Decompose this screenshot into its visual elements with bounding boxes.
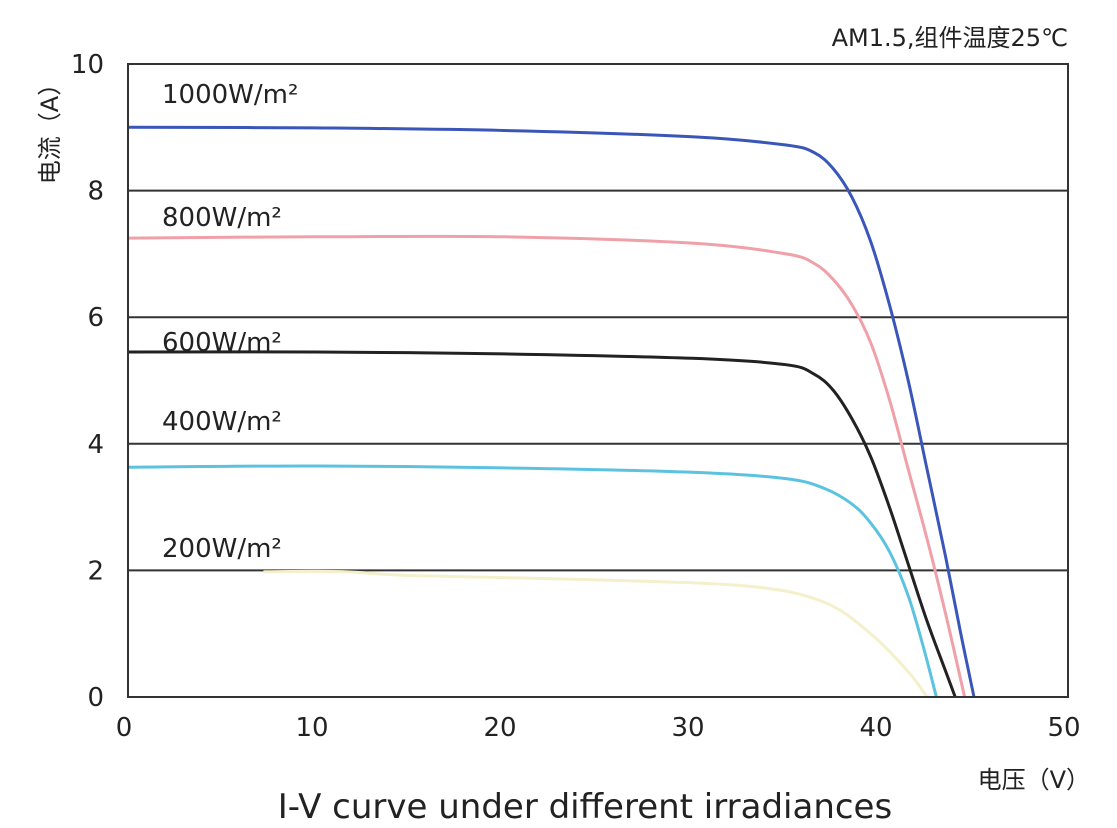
y-tick-label: 0 — [87, 683, 104, 713]
condition-annotation: AM1.5,组件温度25℃ — [832, 24, 1068, 52]
series-layer — [127, 125, 976, 698]
x-tick-label: 20 — [483, 713, 516, 743]
series-line — [127, 464, 938, 698]
series-label: 800W/m² — [162, 203, 282, 233]
y-tick-label: 6 — [87, 303, 104, 333]
label-layer: 1000W/m² 800W/m² 600W/m² 400W/m² 200W/m² — [162, 80, 298, 564]
y-tick-label: 10 — [71, 50, 104, 80]
x-tick-label: 10 — [295, 713, 328, 743]
series-label: 200W/m² — [162, 534, 282, 564]
y-tick-label: 2 — [87, 556, 104, 586]
grid-layer — [128, 189, 1068, 572]
y-tick-label: 4 — [87, 430, 104, 460]
x-axis-label: 电压（V） — [978, 766, 1090, 794]
series-label: 1000W/m² — [162, 80, 298, 110]
x-tick-label: 0 — [116, 713, 133, 743]
axes-layer: 0 2 4 6 8 10 0 10 20 30 40 50 — [71, 50, 1081, 743]
series-line — [127, 125, 976, 698]
series-line — [263, 569, 929, 698]
series-label: 600W/m² — [162, 328, 282, 358]
series-line — [127, 234, 967, 698]
x-tick-label: 30 — [671, 713, 704, 743]
plot-frame — [127, 63, 1069, 698]
y-axis-label: 电流（A） — [36, 72, 64, 184]
x-tick-label: 50 — [1047, 713, 1080, 743]
series-line — [127, 350, 957, 698]
y-tick-label: 8 — [87, 177, 104, 207]
x-tick-label: 40 — [859, 713, 892, 743]
series-label: 400W/m² — [162, 407, 282, 437]
chart-title: I-V curve under different irradiances — [278, 787, 892, 827]
